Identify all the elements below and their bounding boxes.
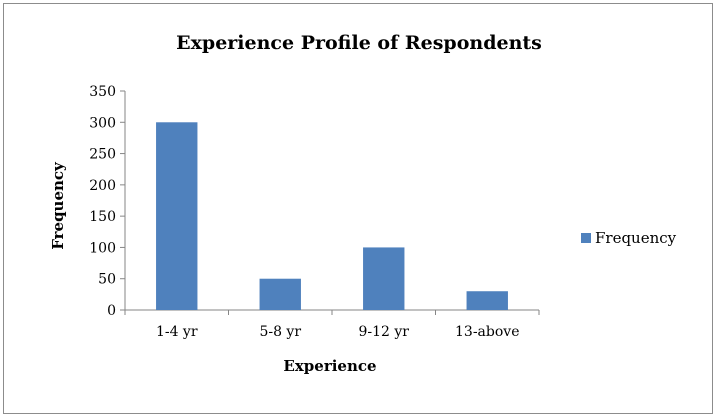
x-tick-label: 5-8 yr (259, 324, 301, 340)
y-tick-label: 300 (89, 115, 116, 131)
bars (156, 122, 508, 311)
legend-label: Frequency (595, 229, 677, 247)
bar (363, 247, 405, 310)
bar (259, 278, 301, 310)
y-tick-label: 250 (89, 147, 116, 163)
y-tick-label: 0 (107, 303, 116, 319)
y-axis-title: Frequency (49, 161, 67, 250)
y-axis: 0 50 100 150 200 250 300 350 (89, 84, 126, 319)
x-tick-label: 1-4 yr (156, 324, 198, 340)
y-tick-label: 50 (98, 272, 116, 288)
y-tick-label: 350 (89, 84, 116, 100)
chart-frame: Experience Profile of Respondents 0 50 100… (3, 3, 713, 414)
legend: Frequency (581, 229, 677, 247)
x-tick-label: 13-above (455, 324, 519, 340)
chart-title: Experience Profile of Respondents (176, 32, 542, 54)
x-axis-title: Experience (283, 357, 376, 375)
x-tick-label: 9-12 yr (358, 324, 409, 340)
chart-svg: Experience Profile of Respondents 0 50 100… (49, 32, 677, 375)
y-tick-label: 100 (89, 240, 116, 256)
bar (466, 291, 508, 310)
y-tick-label: 200 (89, 178, 116, 194)
legend-swatch (581, 233, 591, 243)
y-tick-label: 150 (89, 209, 116, 225)
bar (156, 122, 198, 311)
x-axis: 1-4 yr 5-8 yr 9-12 yr 13-above (124, 309, 540, 340)
